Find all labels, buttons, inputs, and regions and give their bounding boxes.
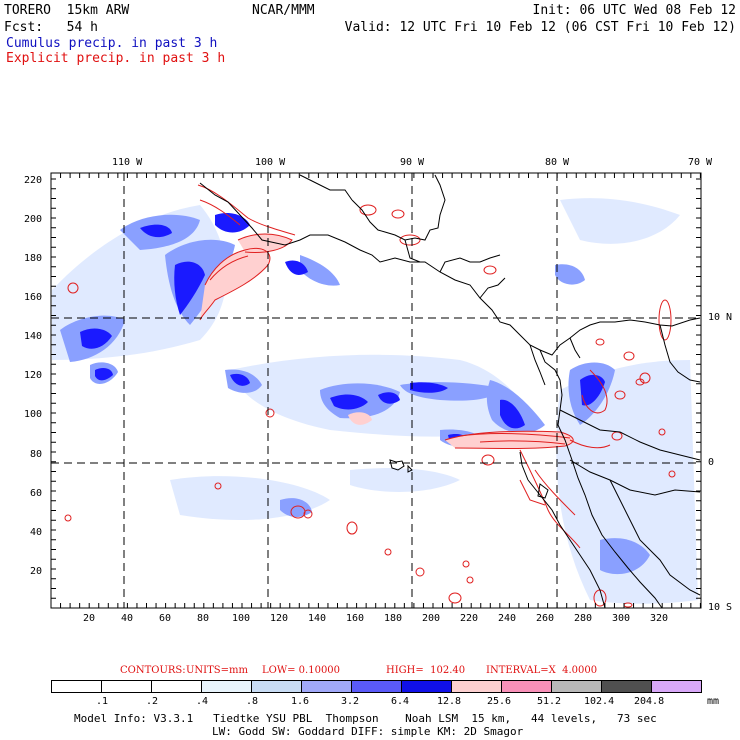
explicit-precip-areas (64, 184, 676, 608)
coastlines (199, 174, 701, 609)
colorbar-swatch (651, 680, 702, 693)
colorbar-swatch (301, 680, 352, 693)
x-tick-label: 320 (650, 613, 669, 624)
y-tick-label: 180 (24, 253, 43, 264)
x-tick-label: 300 (612, 613, 631, 624)
lat-label-10s: 10 S (708, 602, 733, 613)
contours-interval: INTERVAL=X 4.0000 (486, 665, 598, 676)
x-tick-label: 280 (574, 613, 593, 624)
colorbar-label: 6.4 (391, 696, 410, 707)
colorbar-swatch (51, 680, 102, 693)
model-info-line2: LW: Godd SW: Goddard DIFF: simple KM: 2D… (212, 725, 524, 738)
x-tick-label: 180 (384, 613, 403, 624)
lon-label-90w: 90 W (400, 157, 425, 168)
cumulus-precip-areas (52, 198, 698, 604)
axis-ticks (50, 173, 701, 609)
model-title: TORERO 15km ARW (4, 3, 130, 18)
model-info-line1: Model Info: V3.3.1 Tiedtke YSU PBL Thomp… (74, 712, 657, 725)
x-tick-label: 160 (346, 613, 365, 624)
cumulus-legend: Cumulus precip. in past 3 h (6, 36, 218, 51)
contours-high: HIGH= 102.40 (386, 665, 466, 676)
x-tick-label: 100 (232, 613, 251, 624)
y-tick-label: 120 (24, 370, 43, 381)
organization-label: NCAR/MMM (252, 3, 315, 18)
y-tick-label: 100 (24, 409, 43, 420)
x-tick-label: 220 (460, 613, 479, 624)
colorbar-label: 102.4 (584, 696, 615, 707)
colorbar-swatch (251, 680, 302, 693)
contours-units: UNITS=mm (186, 665, 248, 676)
lat-label-10n: 10 N (708, 312, 733, 323)
x-tick-label: 120 (270, 613, 289, 624)
colorbar-label: .4 (196, 696, 209, 707)
colorbar-label: 3.2 (341, 696, 360, 707)
contours-label: CONTOURS: (120, 665, 186, 676)
colorbar-label: .2 (146, 696, 159, 707)
x-tick-label: 260 (536, 613, 555, 624)
y-tick-label: 60 (30, 488, 43, 499)
lat-label-0: 0 (708, 457, 715, 468)
colorbar-label: .8 (246, 696, 259, 707)
init-time: Init: 06 UTC Wed 08 Feb 12 (532, 3, 737, 18)
colorbar-swatch (151, 680, 202, 693)
colorbar-swatch (501, 680, 552, 693)
x-tick-label: 40 (121, 613, 134, 624)
colorbar-swatch (601, 680, 652, 693)
x-tick-label: 140 (308, 613, 327, 624)
y-tick-label: 200 (24, 214, 43, 225)
lon-label-110w: 110 W (112, 157, 143, 168)
y-tick-label: 140 (24, 331, 43, 342)
x-tick-label: 20 (83, 613, 96, 624)
colorbar-label: 12.8 (437, 696, 462, 707)
colorbar-label: 1.6 (291, 696, 310, 707)
colorbar-swatch (401, 680, 452, 693)
lat-lon-grid (51, 173, 701, 608)
lon-label-80w: 80 W (545, 157, 570, 168)
colorbar-swatch (551, 680, 602, 693)
x-tick-label: 200 (422, 613, 441, 624)
colorbar-swatch (351, 680, 402, 693)
x-tick-label: 240 (498, 613, 517, 624)
lon-label-100w: 100 W (255, 157, 286, 168)
y-tick-label: 20 (30, 566, 43, 577)
forecast-hour: Fcst: 54 h (4, 20, 98, 35)
colorbar-unit: mm (707, 696, 720, 707)
valid-time: Valid: 12 UTC Fri 10 Feb 12 (06 CST Fri … (344, 20, 736, 35)
contours-low: LOW= 0.10000 (262, 665, 341, 676)
y-tick-label: 80 (30, 449, 43, 460)
x-tick-label: 80 (197, 613, 210, 624)
x-tick-label: 60 (159, 613, 172, 624)
lon-label-70w: 70 W (688, 157, 713, 168)
colorbar-swatch (101, 680, 152, 693)
colorbar-label: 25.6 (487, 696, 512, 707)
y-tick-label: 160 (24, 292, 43, 303)
explicit-legend: Explicit precip. in past 3 h (6, 51, 226, 66)
colorbar-label: 51.2 (537, 696, 562, 707)
y-tick-label: 40 (30, 527, 43, 538)
colorbar-label: 204.8 (634, 696, 665, 707)
colorbar-swatch (201, 680, 252, 693)
colorbar-label: .1 (96, 696, 109, 707)
y-tick-label: 220 (24, 175, 43, 186)
colorbar-swatch (451, 680, 502, 693)
